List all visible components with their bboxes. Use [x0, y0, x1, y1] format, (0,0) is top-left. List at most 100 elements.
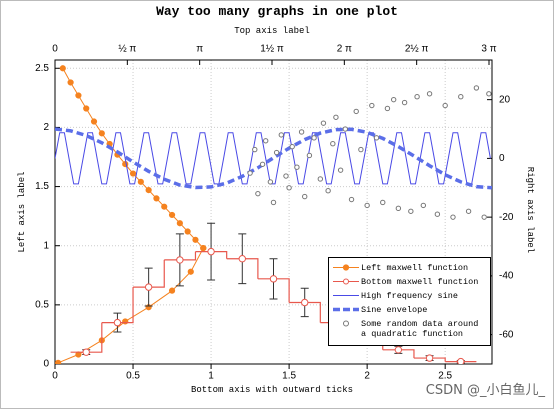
- legend-swatch: [343, 320, 349, 327]
- x-tick-label: 0.5: [126, 371, 140, 382]
- x-tick-label: 1.5: [282, 371, 296, 382]
- y-axis-label: Left axis label: [17, 171, 27, 252]
- marker: [278, 132, 285, 138]
- marker: [286, 185, 292, 191]
- watermark: CSDN @_小白鱼儿_: [426, 382, 546, 398]
- marker: [317, 176, 324, 182]
- marker: [384, 105, 391, 112]
- marker: [255, 190, 261, 197]
- marker: [145, 187, 152, 194]
- marker: [450, 214, 456, 220]
- top-tick-label: 2 π: [337, 44, 352, 55]
- marker: [337, 167, 344, 173]
- marker: [333, 114, 339, 120]
- marker: [425, 354, 434, 362]
- plot-frame: [54, 59, 493, 365]
- marker: [59, 65, 66, 72]
- y2-tick-label: 0: [499, 153, 505, 164]
- step: [289, 301, 321, 323]
- marker: [55, 359, 62, 364]
- marker: [373, 135, 380, 141]
- marker: [420, 202, 427, 209]
- y2-tick-label: -40: [499, 271, 514, 282]
- top-tick-label: ½ π: [118, 44, 136, 55]
- step: [133, 259, 165, 288]
- step: [382, 349, 415, 359]
- marker: [311, 135, 317, 141]
- step: [195, 251, 228, 259]
- x-tick-label: 2: [364, 371, 370, 382]
- y-tick-label: 0: [43, 359, 49, 370]
- marker: [434, 211, 441, 217]
- legend-swatch: [333, 278, 359, 285]
- legend-label: Bottom maxwell function: [361, 277, 479, 287]
- marker: [200, 244, 207, 252]
- marker: [153, 195, 160, 202]
- top-tick-label: 1½ π: [260, 44, 284, 55]
- marker: [168, 211, 176, 219]
- marker: [269, 275, 278, 283]
- marker: [113, 318, 122, 327]
- marker: [90, 118, 98, 125]
- y-tick-label: 1: [43, 240, 49, 251]
- marker: [364, 202, 370, 209]
- top-tick-label: 3 π: [481, 44, 496, 55]
- marker: [283, 173, 289, 179]
- legend-swatch: [333, 295, 359, 296]
- marker: [390, 96, 397, 103]
- legend-label: Left maxwell function: [361, 263, 469, 273]
- legend-entry: Bottom maxwell function: [331, 276, 488, 287]
- marker: [122, 318, 129, 325]
- marker: [358, 146, 364, 153]
- top-tick-label: 0: [52, 44, 58, 55]
- marker: [426, 91, 433, 97]
- marker: [82, 348, 90, 356]
- marker: [301, 298, 309, 307]
- legend-entry: Some random data around a quadratic func…: [331, 318, 488, 339]
- legend-label: High frequency sine: [361, 291, 458, 301]
- x-tick-label: 1: [208, 371, 214, 382]
- marker: [325, 188, 331, 194]
- marker: [176, 220, 183, 227]
- marker: [262, 138, 269, 144]
- marker: [473, 85, 480, 91]
- x-tick-label: 0: [52, 371, 58, 382]
- marker: [320, 120, 327, 126]
- y-tick-label: 0.5: [35, 299, 49, 310]
- marker: [273, 149, 280, 156]
- top-tick-label: 2½ π: [405, 44, 429, 55]
- marker: [298, 129, 305, 135]
- step: [226, 258, 259, 279]
- marker: [192, 236, 199, 243]
- marker: [442, 102, 448, 109]
- step: [164, 251, 197, 261]
- marker: [187, 268, 194, 275]
- x-axis-label: Bottom axis with outward ticks: [191, 385, 353, 395]
- marker: [414, 94, 420, 100]
- marker: [144, 283, 153, 291]
- marker: [259, 161, 266, 167]
- marker: [330, 141, 336, 147]
- marker: [394, 346, 403, 354]
- legend-swatch: [333, 264, 359, 271]
- marker: [238, 255, 246, 263]
- marker: [67, 79, 74, 86]
- y-tick-label: 1.5: [35, 181, 49, 192]
- marker: [252, 146, 258, 153]
- legend: Left maxwell function Bottom maxwell func…: [328, 257, 491, 346]
- marker: [129, 170, 137, 177]
- marker: [481, 214, 487, 220]
- y-tick-label: 2: [43, 122, 49, 133]
- top-tick-label: π: [196, 44, 203, 55]
- marker: [395, 205, 402, 212]
- marker: [207, 247, 215, 256]
- marker: [408, 208, 414, 214]
- y2-tick-label: -20: [499, 212, 514, 223]
- legend-entry: Sine envelope: [331, 304, 488, 315]
- top-axis-label: Top axis label: [234, 26, 310, 36]
- marker: [380, 199, 386, 206]
- marker: [342, 126, 348, 132]
